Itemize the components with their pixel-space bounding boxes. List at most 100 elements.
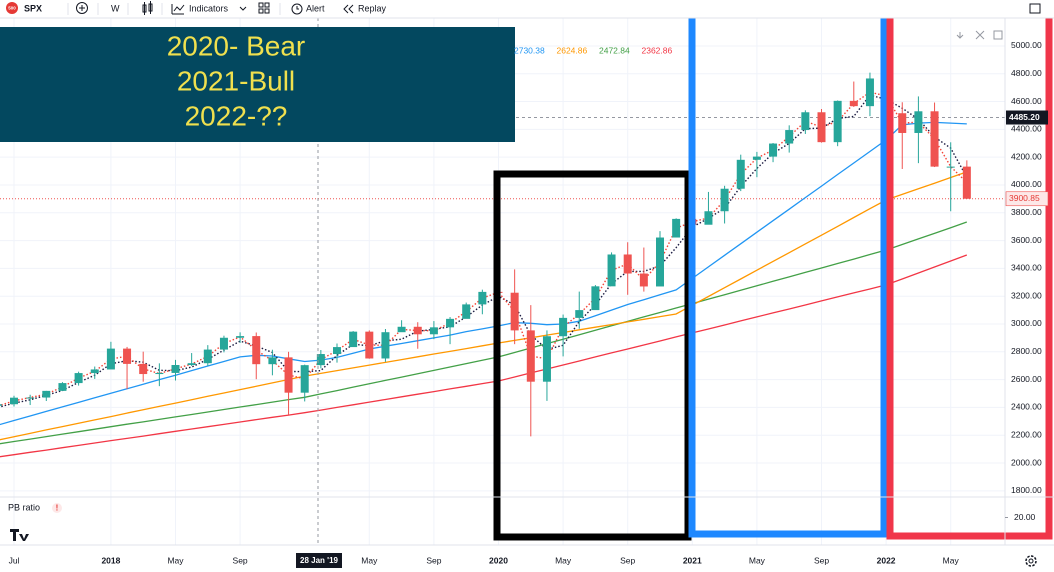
candle-body bbox=[413, 326, 422, 335]
templates-button[interactable] bbox=[258, 2, 270, 14]
y-tick-label: 4000.00 bbox=[1011, 179, 1042, 189]
candle-body bbox=[801, 112, 810, 131]
y-tick-label: 4400.00 bbox=[1011, 124, 1042, 134]
x-tick-label: Sep bbox=[814, 555, 829, 565]
x-tick-label: Sep bbox=[426, 555, 441, 565]
candle-body bbox=[462, 304, 471, 319]
icon-part bbox=[258, 8, 264, 14]
candle-body bbox=[106, 348, 115, 370]
indicators-icon bbox=[171, 4, 185, 15]
candle-body bbox=[446, 318, 455, 328]
candle-body bbox=[542, 336, 551, 382]
replay-button[interactable]: Replay bbox=[358, 3, 387, 13]
indicators-button[interactable]: Indicators bbox=[189, 3, 229, 13]
x-tick-label: May bbox=[167, 555, 184, 565]
x-tick-label: Sep bbox=[620, 555, 635, 565]
alert-button[interactable]: Alert bbox=[306, 3, 325, 13]
symbol[interactable]: SPX bbox=[24, 3, 42, 13]
pane-tick-label: 20.00 bbox=[1014, 512, 1036, 522]
last-price-tag bbox=[1005, 191, 1049, 207]
alert-icon bbox=[291, 3, 303, 15]
candle-body bbox=[26, 397, 35, 399]
last-price-label: 3900.85 bbox=[1009, 193, 1040, 203]
x-tick-label: Sep bbox=[233, 555, 248, 565]
candle-body bbox=[268, 357, 277, 365]
candle-body bbox=[74, 373, 83, 384]
candle-body bbox=[736, 159, 745, 189]
y-tick-label: 4800.00 bbox=[1011, 68, 1042, 78]
candle-body bbox=[720, 188, 729, 212]
chart-type-button[interactable] bbox=[142, 1, 153, 15]
x-tick-label: May bbox=[555, 555, 572, 565]
candle-body bbox=[575, 310, 584, 318]
candle-body bbox=[914, 111, 923, 133]
y-tick-label: 1800.00 bbox=[1011, 485, 1042, 495]
logo-part bbox=[19, 534, 29, 541]
gear-outer bbox=[1025, 555, 1037, 567]
candle-body bbox=[769, 143, 778, 157]
collapse-button[interactable] bbox=[956, 32, 964, 39]
settings-gear[interactable] bbox=[1025, 555, 1037, 567]
icon-part bbox=[264, 2, 270, 8]
tv-logo bbox=[10, 529, 29, 541]
crosshair-label: 28 Jan '19 bbox=[300, 556, 338, 565]
compare-button[interactable] bbox=[76, 2, 88, 14]
candle-body bbox=[752, 156, 761, 160]
settings-button[interactable] bbox=[993, 30, 1003, 40]
candle-body bbox=[865, 78, 874, 107]
moving-average-line bbox=[0, 254, 968, 458]
x-tick-label: 2021 bbox=[683, 555, 702, 565]
candle-body bbox=[639, 273, 648, 287]
candle-body bbox=[849, 100, 858, 107]
y-tick-label: 2600.00 bbox=[1011, 374, 1042, 384]
candle-body bbox=[284, 357, 293, 393]
y-tick-label: 3200.00 bbox=[1011, 290, 1042, 300]
y-tick-label: 3400.00 bbox=[1011, 263, 1042, 273]
candle-body bbox=[704, 211, 713, 225]
candle-body bbox=[962, 166, 971, 199]
candle-body bbox=[333, 347, 341, 355]
candle-body bbox=[607, 254, 616, 287]
y-tick-label: 3600.00 bbox=[1011, 235, 1042, 245]
interval[interactable]: W bbox=[111, 3, 120, 13]
icon-part bbox=[258, 2, 264, 8]
symbol-logo[interactable] bbox=[6, 2, 18, 14]
logo-part bbox=[10, 529, 19, 541]
candle-body bbox=[930, 111, 939, 167]
candle-body bbox=[139, 363, 148, 375]
maximize-button[interactable] bbox=[975, 30, 985, 40]
candle-body bbox=[833, 100, 842, 143]
candle-body bbox=[817, 112, 826, 143]
replay-icon bbox=[343, 4, 354, 14]
candle-body bbox=[123, 348, 132, 364]
y-tick-label: 2800.00 bbox=[1011, 346, 1042, 356]
annotation-text: 2020- Bear bbox=[167, 30, 306, 61]
annotation-box bbox=[0, 27, 515, 142]
legend-value: 2472.84 bbox=[599, 45, 630, 55]
toolbar-bg bbox=[0, 0, 1054, 18]
alert-icon-hand bbox=[296, 6, 299, 10]
candle-body bbox=[349, 331, 358, 348]
legend-value: 2624.86 bbox=[557, 45, 588, 55]
x-tick-label: Jul bbox=[9, 555, 20, 565]
icon-part bbox=[264, 8, 270, 14]
candle-body bbox=[171, 365, 180, 373]
candle-body bbox=[559, 317, 568, 337]
legend-value: 2362.86 bbox=[642, 45, 673, 55]
fullscreen-button[interactable] bbox=[1029, 3, 1041, 14]
candle-body bbox=[429, 327, 438, 335]
candle-body bbox=[591, 286, 600, 311]
candle-body bbox=[0, 404, 2, 406]
candle-body bbox=[236, 336, 245, 338]
dropdown-icon[interactable] bbox=[239, 6, 247, 11]
candle-body bbox=[219, 337, 228, 350]
axis-layer: 1800.00 2000.00 2200.00 2400.00 2600.00 2800.… bbox=[0, 18, 1054, 568]
candle-body bbox=[316, 354, 325, 366]
candle-body bbox=[10, 397, 18, 405]
candle-body bbox=[187, 363, 196, 366]
pane-label: PB ratio bbox=[8, 502, 40, 512]
pane-warning-badge bbox=[52, 503, 62, 513]
legend-value: 2730.38 bbox=[514, 45, 545, 55]
